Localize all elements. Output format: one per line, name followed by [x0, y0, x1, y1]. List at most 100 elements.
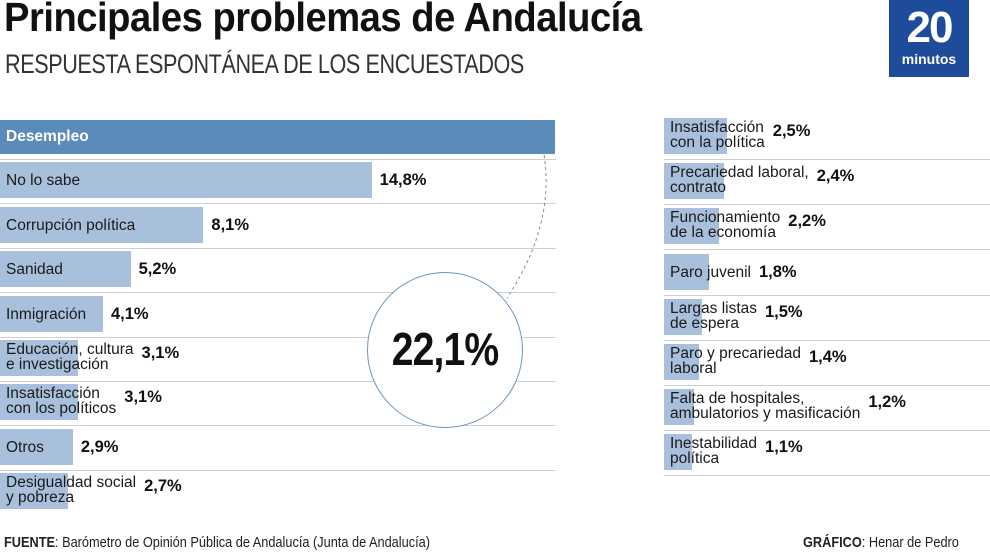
bar-label: Educación, cultura e investigación: [6, 342, 134, 373]
bar: [664, 163, 725, 200]
row-divider: [664, 475, 990, 477]
bar-label: Largas listas de espera: [670, 299, 758, 332]
bar-row: Otros 2,9%: [0, 427, 556, 471]
bar-row: Corrupción política 8,1%: [0, 205, 556, 249]
credit-label: GRÁFICO: [803, 534, 862, 551]
row-divider: [664, 430, 990, 432]
bar-value-label: 3,1%: [124, 388, 162, 407]
bar-value-label: 1,5%: [765, 302, 803, 321]
bar-label-line: Insatisfacción: [6, 385, 100, 403]
bar-row: Inmigración 4,1%: [0, 294, 556, 338]
bar-label-line: Precariedad laboral,: [670, 164, 809, 182]
source-note: FUENTE: Barómetro de Opinión Pública de …: [4, 534, 430, 551]
row-divider: [664, 159, 990, 160]
brand-logo: 20 minutos: [889, 0, 969, 77]
bar-label-line: Inestabilidad: [670, 435, 758, 453]
bar-row: Funcionamiento de la economía 2,2%: [664, 206, 990, 251]
source-text: : Barómetro de Opinión Pública de Andalu…: [55, 534, 430, 551]
bar-row: Desigualdad social y pobreza 2,7%: [0, 471, 556, 515]
row-divider: [0, 425, 556, 427]
bar-label: Corrupción política: [6, 216, 136, 234]
bar-label: Falta de hospitales, ambulatorios y masif…: [670, 390, 861, 423]
bar-row: Desempleo: [0, 116, 556, 160]
bar-value-label: 2,5%: [772, 122, 811, 140]
logo-number: 20: [906, 3, 954, 52]
bar-label-line: Sanidad: [6, 261, 63, 279]
bar-label: Insatisfacción con los políticos: [6, 385, 116, 417]
bar-label-line: Largas listas: [670, 299, 758, 317]
source-label: FUENTE: [4, 534, 55, 551]
bar-value-label: 4,1%: [110, 304, 149, 323]
bar-value-label: 2,2%: [788, 212, 826, 231]
bar-label-line: Falta de hospitales,: [670, 390, 805, 408]
row-divider: [0, 203, 556, 205]
bar: [664, 434, 692, 471]
credit-note: GRÁFICO: Henar de Pedro: [803, 534, 959, 551]
bar-row: No lo sabe 14,8%: [0, 160, 556, 205]
bar-label-line: de espera: [670, 314, 739, 332]
bar-row: Insatisfacción con los políticos 3,1%: [0, 382, 556, 427]
bar-label: Funcionamiento de la economía: [670, 209, 781, 242]
bar-label: Precariedad laboral, contrato: [670, 164, 809, 196]
bar-value-label: 2,9%: [80, 437, 119, 456]
highlight-value: 22,1%: [391, 322, 499, 375]
bar-label-line: Desempleo: [6, 128, 89, 145]
bar-value-label: 3,1%: [141, 344, 180, 362]
bar-value-label: 8,1%: [211, 215, 250, 234]
bar-label-line: con la política: [670, 134, 765, 151]
bar-label: Inestabilidad política: [670, 435, 758, 468]
row-divider: [664, 294, 990, 296]
bar-value-label: 1,2%: [868, 393, 906, 412]
bar-label-line: Corrupción política: [6, 216, 136, 234]
bar-row: Sanidad 5,2%: [0, 249, 556, 294]
row-divider: [0, 469, 556, 471]
bar-row: Precariedad laboral, contrato 2,4%: [664, 161, 990, 206]
bar: [0, 162, 372, 199]
bar: [664, 208, 720, 245]
bar: [664, 298, 702, 335]
bar-label: Desempleo: [6, 128, 89, 145]
bar-row: Falta de hospitales, ambulatorios y masif…: [664, 387, 990, 432]
bar-label: Inmigración: [6, 305, 87, 323]
row-divider: [664, 339, 990, 341]
highlight-circle: 22,1%: [367, 272, 523, 428]
bar: [0, 206, 204, 243]
bar-label: Paro juvenil: [670, 263, 751, 281]
bar-row: Insatisfacción con la política 2,5%: [664, 116, 990, 160]
bar-row: Educación, cultura e investigación 3,1%: [0, 338, 556, 382]
bar-label-line: de la economía: [670, 224, 776, 242]
row-divider: [664, 249, 990, 251]
bar-label-line: Paro y precariedad: [670, 345, 801, 362]
bar-row: Paro y precariedad laboral 1,4%: [664, 342, 990, 386]
bar-row: Inestabilidad política 1,1%: [664, 432, 990, 477]
bar-value-label: 5,2%: [138, 260, 177, 279]
logo-word: minutos: [901, 51, 957, 67]
bar-value-label: 1,1%: [765, 438, 803, 457]
bar-label-line: Inmigración: [6, 305, 87, 323]
bar-label-line: política: [670, 450, 720, 468]
bar: [664, 118, 727, 154]
bar-label-line: Funcionamiento: [670, 209, 781, 227]
credit-text: : Henar de Pedro: [861, 534, 959, 551]
row-divider: [664, 204, 990, 206]
row-divider: [0, 381, 556, 382]
bar-value-label: 1,8%: [758, 262, 797, 281]
bar: [664, 344, 700, 380]
bar-label-line: Desigualdad social: [6, 474, 137, 492]
bar-label: Otros: [6, 438, 44, 456]
row-divider: [0, 247, 556, 249]
bar: [0, 295, 103, 332]
bar-label-line: Otros: [6, 438, 44, 456]
bar-label-line: ambulatorios y masificación: [670, 405, 861, 423]
bar-label-line: e investigación: [6, 356, 109, 373]
bar-value-label: 2,7%: [144, 477, 182, 496]
bar: [0, 251, 131, 288]
bar-label-line: No lo sabe: [6, 172, 81, 190]
bar: [0, 428, 73, 465]
bar-label: Sanidad: [6, 261, 63, 279]
bar-row: Paro juvenil 1,8%: [664, 252, 990, 296]
bar: [0, 473, 68, 510]
bar-label-line: y pobreza: [6, 489, 75, 507]
bar-label-line: Paro juvenil: [670, 263, 751, 281]
bar-value-label: 14,8%: [379, 171, 427, 190]
